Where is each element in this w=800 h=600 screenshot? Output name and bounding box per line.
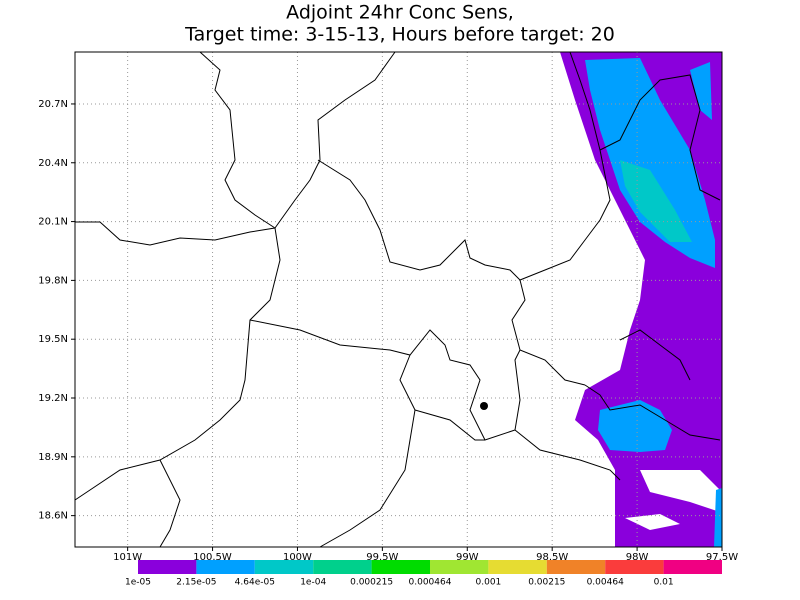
shade-gap (625, 514, 680, 530)
shade-blue (714, 488, 722, 547)
state-border (519, 51, 611, 281)
state-border (414, 409, 485, 441)
state-border (319, 354, 416, 548)
lat-tick-label: 20.7N (38, 99, 68, 110)
state-border (199, 51, 276, 229)
colorbar-box (138, 560, 197, 574)
colorbar-label: 2.15e-05 (176, 578, 216, 588)
colorbar-box (313, 560, 372, 574)
state-border (274, 51, 396, 229)
colorbar-box (254, 560, 314, 574)
lat-tick-label: 19.2N (38, 393, 68, 404)
title-line: Target time: 3-15-13, Hours before targe… (184, 24, 615, 46)
state-border (249, 319, 521, 441)
colorbar-box (605, 560, 664, 574)
colorbar-box (430, 560, 489, 574)
lat-tick-label: 18.6N (38, 511, 68, 522)
state-border (599, 74, 721, 201)
borders (74, 51, 721, 548)
colorbar-label: 1e-05 (125, 578, 151, 588)
lat-tick-label: 20.1N (38, 217, 68, 228)
colorbar: 1e-05 2.15e-05 4.64e-05 1e-04 0.000215 0.0004… (125, 560, 722, 588)
lon-tick-label: 98.5W (536, 552, 568, 563)
lon-tick-label: 99.5W (366, 552, 398, 563)
colorbar-label: 0.000215 (350, 578, 393, 588)
colorbar-label: 1e-04 (300, 578, 326, 588)
lon-tick-label: 101W (113, 552, 142, 563)
map-frame (74, 51, 723, 548)
lat-tick-label: 19.5N (38, 334, 68, 345)
title-line: Adjoint 24hr Conc Sens, (286, 2, 514, 24)
colorbar-box (371, 560, 430, 574)
colorbar-label: 0.000464 (409, 578, 452, 588)
colorbar-box (663, 560, 722, 574)
state-border (619, 329, 691, 381)
state-border (159, 459, 181, 548)
colorbar-box (196, 560, 255, 574)
state-border (514, 429, 621, 481)
shade-blue (585, 58, 715, 268)
shade-teal (620, 160, 692, 242)
colorbar-label: 0.00215 (528, 578, 565, 588)
colorbar-label: 0.01 (654, 578, 674, 588)
lon-tick-label: 97.5W (706, 552, 738, 563)
lat-tick-label: 18.9N (38, 452, 68, 463)
shade-blue (690, 62, 712, 120)
lon-tick-label: 100W (283, 552, 312, 563)
target-marker (480, 402, 488, 410)
lon-tick-label: 100.5W (193, 552, 232, 563)
colorbar-label: 4.64e-05 (235, 578, 275, 588)
lon-tick-label: 98W (626, 552, 649, 563)
state-border (317, 159, 586, 386)
lon-tick-label: 99W (456, 552, 479, 563)
colorbar-box (488, 560, 547, 574)
lat-tick-label: 20.4N (38, 158, 68, 169)
state-border (584, 384, 721, 441)
lat-tick-label: 19.8N (38, 275, 68, 286)
colorbar-label: 0.001 (476, 578, 502, 588)
colorbar-box (546, 560, 606, 574)
colorbar-label: 0.00464 (587, 578, 624, 588)
shade-gap (640, 470, 720, 512)
